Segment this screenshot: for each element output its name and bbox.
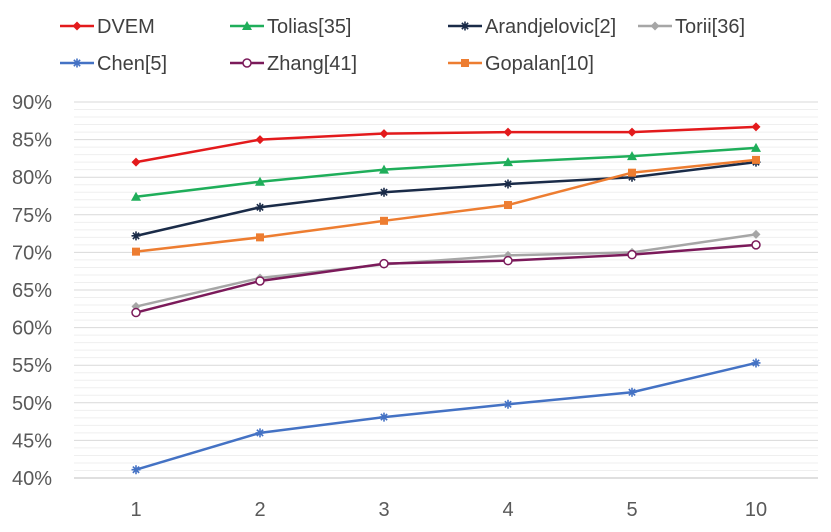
legend-marker [460, 21, 470, 31]
y-tick-label: 40% [12, 468, 52, 490]
legend-item: Gopalan[10] [448, 53, 594, 75]
data-point [627, 151, 637, 161]
data-point [628, 168, 636, 177]
data-point [503, 157, 513, 167]
series-line [134, 361, 758, 471]
y-tick-label: 60% [12, 318, 52, 340]
series-chen-5 [131, 358, 761, 475]
data-point [131, 191, 141, 201]
data-point [751, 122, 761, 132]
y-tick-label: 80% [12, 167, 52, 189]
x-tick-label: 4 [502, 499, 513, 521]
data-point [751, 240, 761, 250]
series-tolias-35 [131, 142, 761, 201]
data-point [503, 399, 513, 409]
legend-marker [72, 58, 82, 68]
legend-item: Zhang[41] [230, 53, 357, 75]
y-tick-label: 85% [12, 130, 52, 152]
data-point [627, 127, 637, 137]
legend-item: Tolias[35] [230, 16, 352, 38]
data-point [255, 176, 265, 186]
legend-item: Arandjelovic[2] [448, 16, 616, 38]
legend-item: DVEM [60, 16, 155, 38]
series-zhang-41 [131, 240, 761, 318]
data-point [255, 276, 265, 286]
legend-label: Tolias[35] [267, 16, 352, 38]
series-dvem [131, 122, 761, 167]
y-tick-label: 65% [12, 280, 52, 302]
data-point [255, 428, 265, 438]
data-point [379, 187, 389, 197]
data-point [131, 307, 141, 318]
data-point [503, 255, 513, 266]
data-point [132, 247, 140, 256]
legend-label: DVEM [97, 16, 155, 38]
data-point [503, 127, 513, 137]
y-tick-label: 70% [12, 242, 52, 264]
series-gopalan-10 [132, 155, 760, 256]
data-point [131, 465, 141, 475]
y-tick-label: 50% [12, 393, 52, 415]
data-point [255, 135, 265, 145]
legend-marker [461, 59, 469, 67]
data-point [751, 142, 761, 152]
legend-label: Torii[36] [675, 16, 745, 38]
legend-label: Gopalan[10] [485, 53, 594, 75]
legend-label: Chen[5] [97, 53, 167, 75]
y-tick-label: 55% [12, 355, 52, 377]
x-tick-label: 3 [378, 499, 389, 521]
series-line [134, 146, 758, 199]
series-line [134, 233, 758, 308]
data-point [627, 172, 637, 182]
data-point [256, 233, 264, 242]
series-line [134, 125, 758, 164]
legend: DVEM Tolias[35] Arandjelovic[2] Torii[36] Ch… [60, 16, 745, 75]
series-lines [131, 122, 761, 475]
data-point [627, 249, 637, 260]
data-point [379, 164, 389, 174]
y-tick-label: 45% [12, 430, 52, 452]
data-point [504, 201, 512, 210]
data-point [380, 216, 388, 225]
series-line [134, 158, 758, 253]
data-point [379, 412, 389, 422]
legend-label: Arandjelovic[2] [485, 16, 616, 38]
series-line [134, 243, 758, 314]
data-point [503, 179, 513, 189]
y-axis: 40% 45% 50% 55% 60% 65% 70% 75% 80% 85% 90% [12, 92, 52, 490]
data-point [379, 258, 389, 269]
data-point [255, 202, 265, 212]
legend-marker [72, 21, 82, 31]
legend-marker [650, 21, 660, 31]
x-tick-label: 10 [745, 499, 767, 521]
x-tick-label: 5 [626, 499, 637, 521]
legend-item: Torii[36] [638, 16, 745, 38]
legend-label: Zhang[41] [267, 53, 357, 75]
data-point [379, 129, 389, 139]
y-tick-label: 90% [12, 92, 52, 114]
data-point [627, 387, 637, 397]
data-point [131, 157, 141, 167]
data-point [131, 231, 141, 241]
x-tick-label: 2 [254, 499, 265, 521]
legend-marker [242, 58, 252, 68]
data-point [751, 358, 761, 368]
y-tick-label: 75% [12, 205, 52, 227]
legend-item: Chen[5] [60, 53, 167, 75]
data-point [752, 155, 760, 164]
x-axis: 1 2 3 4 5 10 [74, 477, 818, 521]
x-tick-label: 1 [130, 499, 141, 521]
gridlines [74, 101, 818, 479]
legend-marker [242, 21, 252, 30]
series-line [134, 160, 758, 238]
data-point [751, 229, 761, 239]
